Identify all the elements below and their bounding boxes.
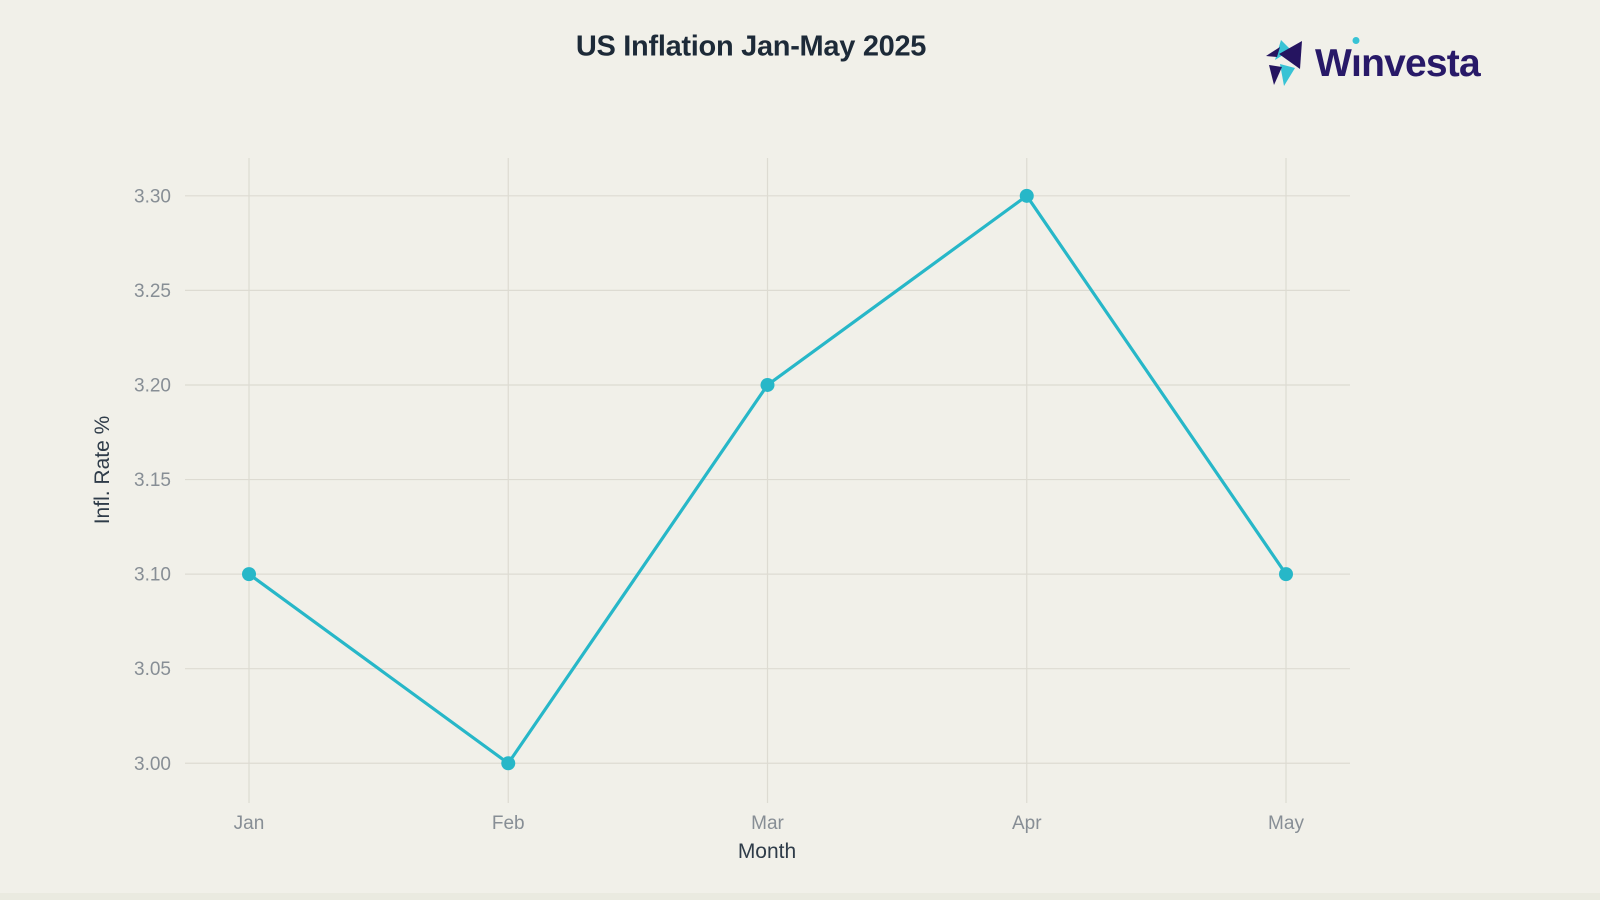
x-tick-label: May (1268, 813, 1304, 834)
brand-letters-rest: nvesta (1361, 42, 1481, 85)
data-point-marker (760, 377, 775, 392)
brand-wordmark: Wı nvesta (1315, 37, 1481, 85)
winvesta-logo: Wı nvesta (1266, 37, 1481, 87)
data-point-marker (501, 756, 516, 771)
y-tick-label: 3.10 (134, 565, 171, 586)
x-tick-label: Feb (492, 813, 525, 834)
chart-title: US Inflation Jan-May 2025 (575, 30, 927, 63)
brand-i-dot-icon (1352, 37, 1360, 44)
y-tick-label: 3.15 (134, 470, 171, 491)
y-tick-label: 3.05 (134, 659, 171, 680)
brand-letter-i: ı (1351, 37, 1362, 83)
x-tick-label: Apr (1012, 813, 1042, 834)
y-tick-label: 3.20 (134, 375, 171, 396)
data-point-marker (1279, 567, 1293, 582)
bottom-edge-shade (0, 893, 1600, 900)
x-tick-label: Mar (751, 813, 784, 834)
y-tick-label: 3.30 (134, 186, 171, 207)
y-tick-label: 3.25 (134, 281, 171, 302)
origami-bird-icon (1266, 40, 1302, 86)
data-point-marker (1019, 188, 1034, 203)
data-point-marker (242, 567, 256, 582)
brand-letter-w: W (1315, 42, 1352, 85)
y-axis-title: Infl. Rate % (91, 415, 114, 525)
y-tick-label: 3.00 (134, 754, 171, 775)
x-axis-title: Month (737, 840, 797, 863)
x-tick-label: Jan (234, 813, 265, 834)
